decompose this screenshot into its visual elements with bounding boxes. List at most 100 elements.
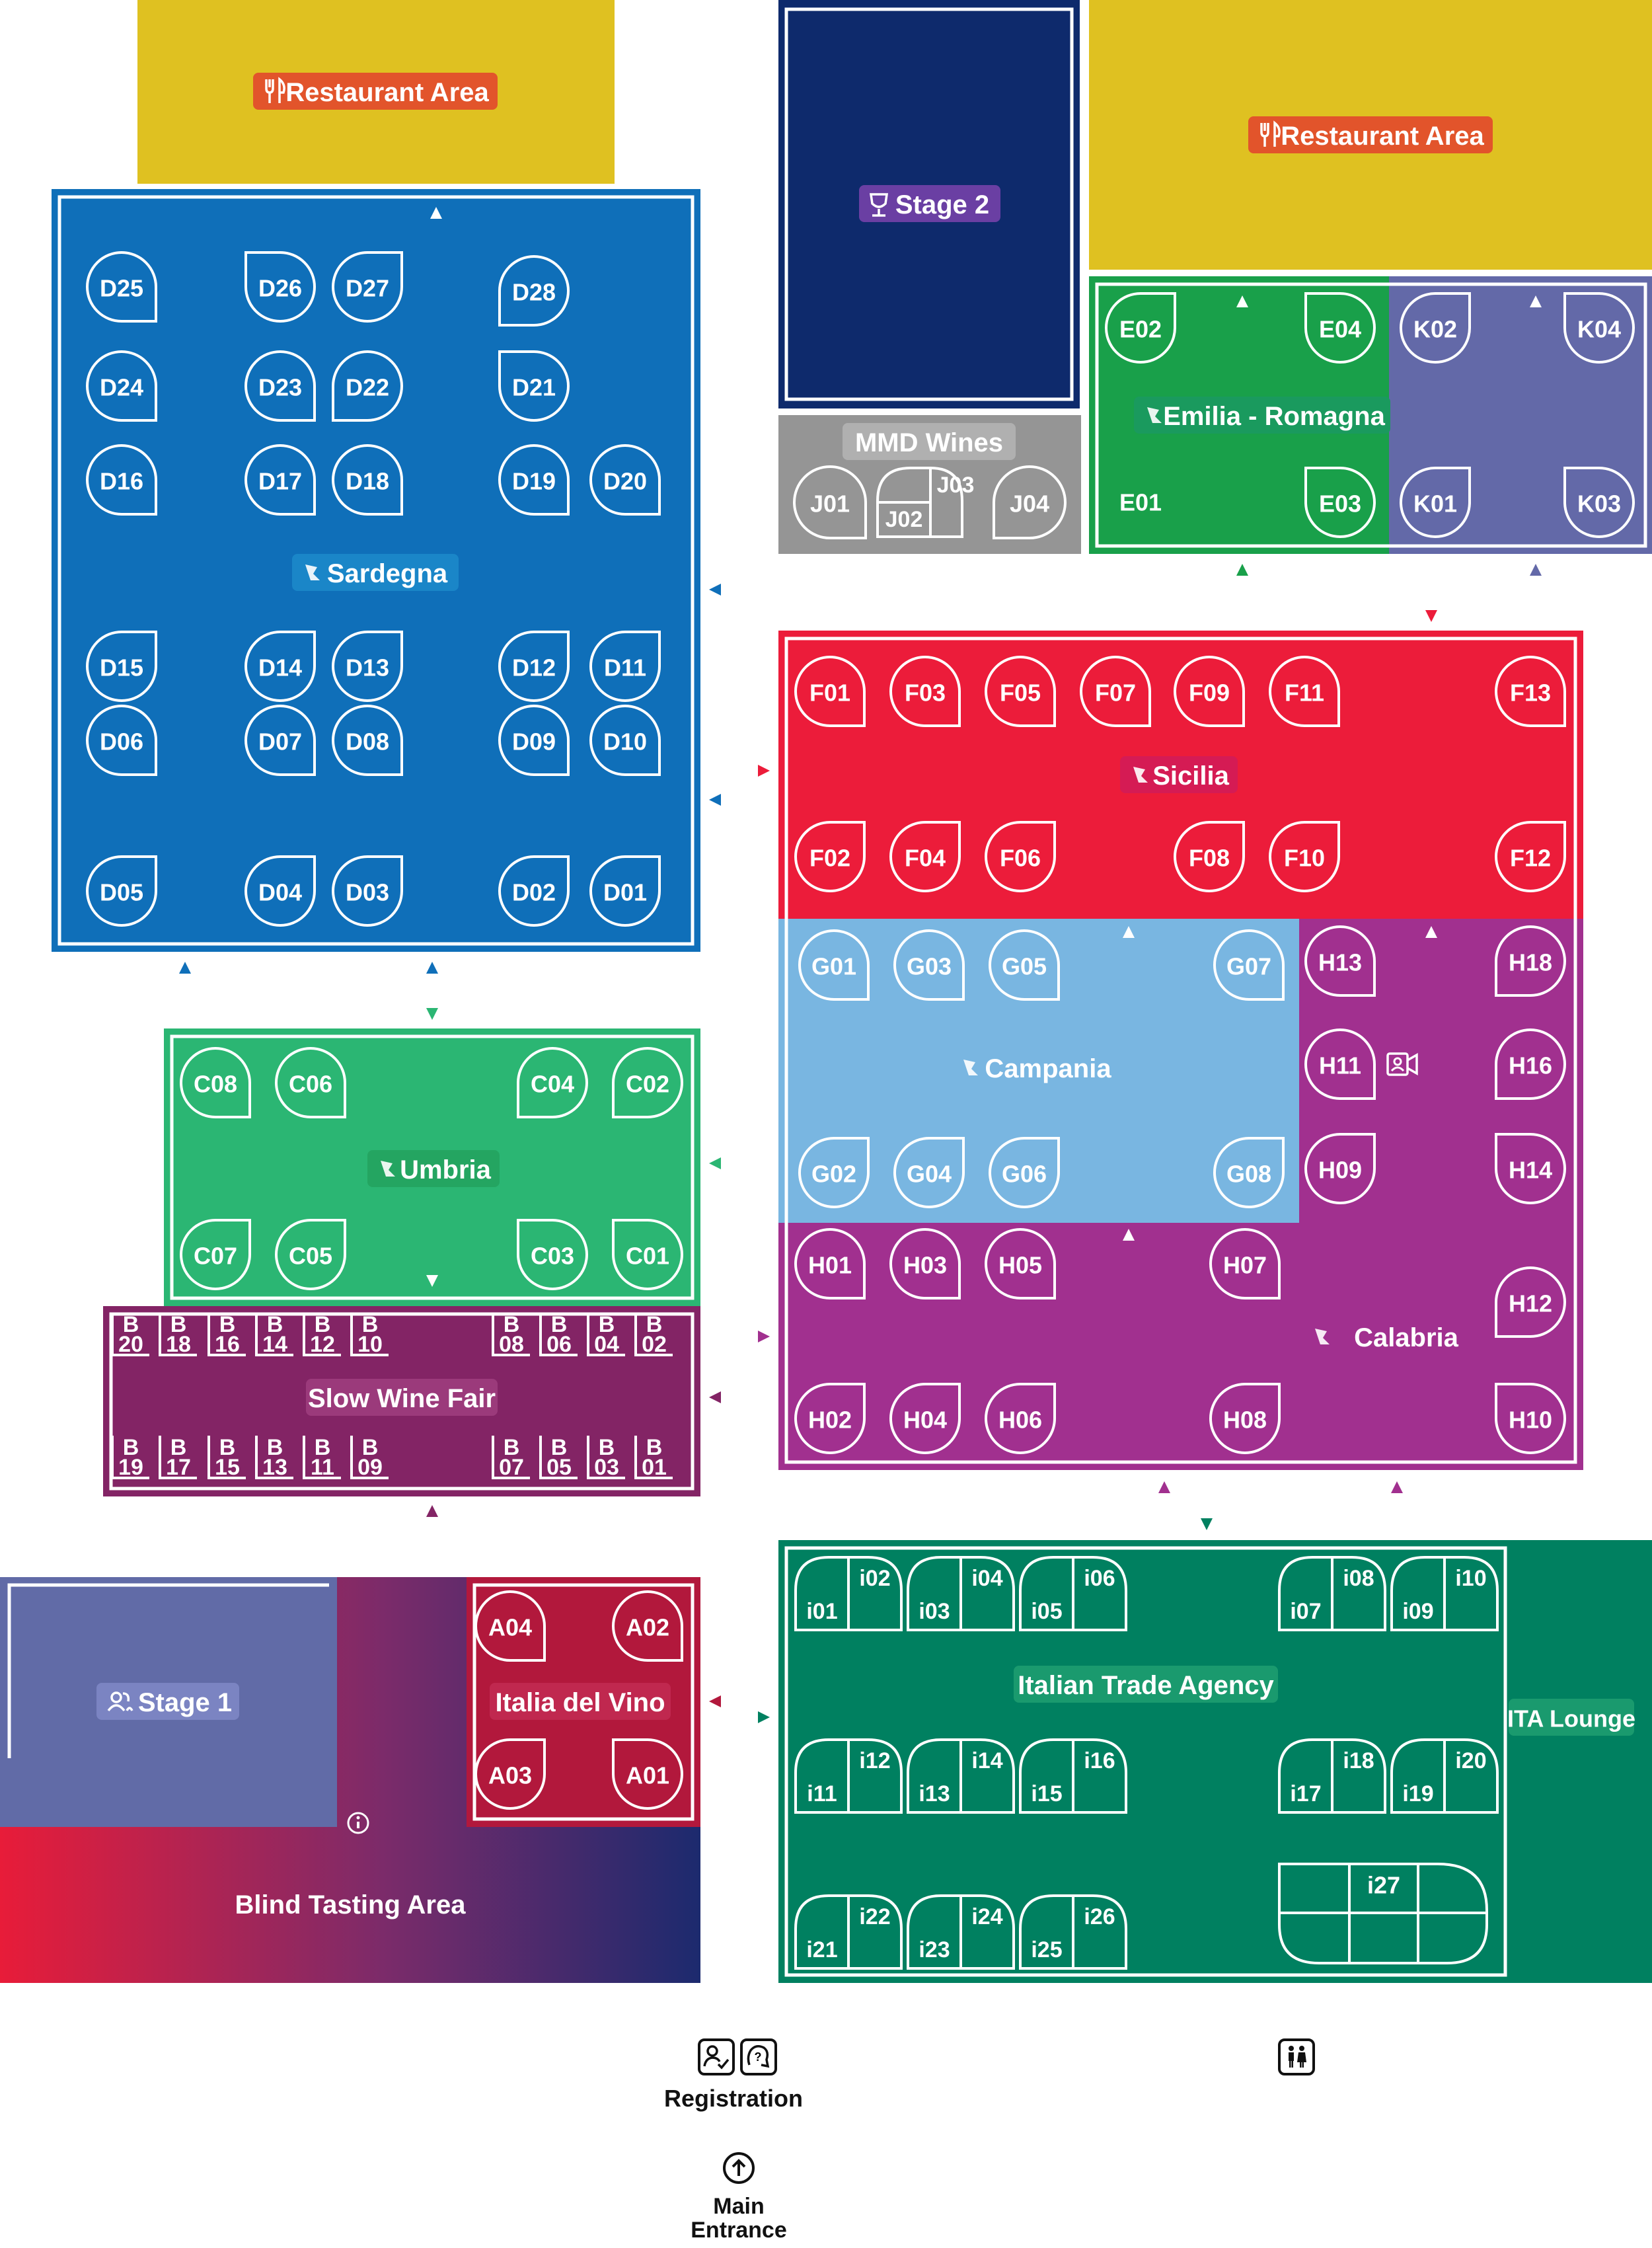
booth-g06[interactable]: G06 bbox=[988, 1137, 1060, 1209]
booth-f09[interactable]: F09 bbox=[1173, 655, 1245, 727]
booth-b04[interactable]: B04 bbox=[587, 1312, 625, 1357]
booth-f02[interactable]: F02 bbox=[794, 821, 866, 893]
booth-h10[interactable]: H10 bbox=[1495, 1383, 1567, 1455]
booth-d15[interactable]: D15 bbox=[85, 631, 157, 703]
booth-i01-i02[interactable]: i01 i02 bbox=[794, 1556, 903, 1631]
booth-e04[interactable]: E04 bbox=[1304, 292, 1376, 364]
booth-d07[interactable]: D07 bbox=[244, 704, 316, 776]
booth-h04[interactable]: H04 bbox=[889, 1383, 961, 1455]
booth-g04[interactable]: G04 bbox=[893, 1137, 965, 1209]
booth-f01[interactable]: F01 bbox=[794, 655, 866, 727]
booth-d26[interactable]: D26 bbox=[244, 251, 317, 323]
booth-d09[interactable]: D09 bbox=[498, 704, 570, 776]
booth-j02-j03[interactable]: J02 J03 bbox=[876, 467, 975, 538]
booth-c07[interactable]: C07 bbox=[179, 1219, 251, 1291]
booth-i11-i12[interactable]: i11 i12 bbox=[794, 1738, 903, 1814]
booth-b14[interactable]: B14 bbox=[255, 1312, 293, 1357]
booth-a01[interactable]: A01 bbox=[612, 1738, 684, 1810]
booth-c03[interactable]: C03 bbox=[517, 1219, 589, 1291]
booth-d10[interactable]: D10 bbox=[589, 704, 661, 776]
booth-d27[interactable]: D27 bbox=[331, 251, 403, 323]
info-icon[interactable] bbox=[347, 1812, 369, 1834]
booth-i21-i22[interactable]: i21 i22 bbox=[794, 1894, 903, 1970]
booth-b16[interactable]: B16 bbox=[207, 1312, 246, 1357]
booth-d20[interactable]: D20 bbox=[589, 444, 661, 516]
booth-d01[interactable]: D01 bbox=[589, 855, 661, 927]
booth-h11[interactable]: H11 bbox=[1304, 1028, 1376, 1100]
booth-f05[interactable]: F05 bbox=[984, 655, 1056, 727]
booth-d16[interactable]: D16 bbox=[85, 444, 157, 516]
booth-h01[interactable]: H01 bbox=[794, 1227, 866, 1299]
booth-b12[interactable]: B12 bbox=[303, 1312, 341, 1357]
booth-d05[interactable]: D05 bbox=[85, 855, 157, 927]
booth-d08[interactable]: D08 bbox=[331, 704, 403, 776]
booth-g07[interactable]: G07 bbox=[1213, 929, 1285, 1001]
booth-h14[interactable]: H14 bbox=[1495, 1133, 1567, 1205]
emilia-romagna-label[interactable]: Emilia - Romagna bbox=[1134, 397, 1390, 434]
booth-d03[interactable]: D03 bbox=[331, 855, 403, 927]
booth-c05[interactable]: C05 bbox=[274, 1219, 346, 1291]
booth-b01[interactable]: B01 bbox=[634, 1435, 673, 1480]
registration-icon[interactable] bbox=[698, 2038, 735, 2075]
booth-f06[interactable]: F06 bbox=[984, 821, 1056, 893]
booth-d02[interactable]: D02 bbox=[498, 855, 570, 927]
booth-b08[interactable]: B08 bbox=[492, 1312, 530, 1357]
restroom-icon[interactable] bbox=[1278, 2038, 1315, 2075]
booth-h03[interactable]: H03 bbox=[889, 1227, 961, 1299]
booth-d04[interactable]: D04 bbox=[244, 855, 316, 927]
booth-g02[interactable]: G02 bbox=[798, 1137, 870, 1209]
help-icon[interactable]: ? bbox=[740, 2038, 777, 2075]
main-entrance-icon[interactable] bbox=[723, 2152, 755, 2184]
booth-b09[interactable]: B09 bbox=[350, 1435, 389, 1480]
booth-b13[interactable]: B13 bbox=[255, 1435, 293, 1480]
booth-h12[interactable]: H12 bbox=[1495, 1266, 1567, 1338]
booth-d18[interactable]: D18 bbox=[331, 444, 403, 516]
booth-a03[interactable]: A03 bbox=[474, 1738, 546, 1810]
booth-c08[interactable]: C08 bbox=[179, 1046, 251, 1118]
booth-c02[interactable]: C02 bbox=[612, 1046, 684, 1118]
booth-b19[interactable]: B19 bbox=[111, 1435, 149, 1480]
booth-h07[interactable]: H07 bbox=[1209, 1227, 1281, 1299]
booth-b05[interactable]: B05 bbox=[539, 1435, 578, 1480]
stage-2-label[interactable]: Stage 2 bbox=[859, 185, 1000, 222]
booth-h09[interactable]: H09 bbox=[1304, 1133, 1376, 1205]
booth-a02[interactable]: A02 bbox=[611, 1590, 683, 1662]
booth-h06[interactable]: H06 bbox=[984, 1383, 1056, 1455]
booth-d28[interactable]: D28 bbox=[498, 254, 570, 327]
booth-d22[interactable]: D22 bbox=[332, 350, 404, 422]
booth-i15-i16[interactable]: i15 i16 bbox=[1019, 1738, 1127, 1814]
booth-b06[interactable]: B06 bbox=[539, 1312, 578, 1357]
booth-h05[interactable]: H05 bbox=[984, 1227, 1056, 1299]
booth-b17[interactable]: B17 bbox=[159, 1435, 197, 1480]
booth-g08[interactable]: G08 bbox=[1213, 1137, 1285, 1209]
sardegna-label[interactable]: Sardegna bbox=[292, 554, 459, 591]
booth-d14[interactable]: D14 bbox=[244, 631, 316, 703]
booth-k02[interactable]: K02 bbox=[1399, 292, 1471, 364]
booth-j01[interactable]: J01 bbox=[792, 465, 867, 539]
mmd-wines-label[interactable]: MMD Wines bbox=[843, 423, 1016, 460]
booth-b03[interactable]: B03 bbox=[587, 1435, 625, 1480]
booth-f07[interactable]: F07 bbox=[1079, 655, 1151, 727]
booth-c01[interactable]: C01 bbox=[612, 1219, 684, 1291]
booth-f12[interactable]: F12 bbox=[1494, 821, 1566, 893]
booth-e02[interactable]: E02 bbox=[1104, 292, 1176, 364]
booth-h02[interactable]: H02 bbox=[794, 1383, 866, 1455]
booth-b07[interactable]: B07 bbox=[492, 1435, 530, 1480]
booth-g03[interactable]: G03 bbox=[893, 929, 965, 1001]
booth-j02[interactable]: J02 bbox=[885, 507, 923, 532]
slow-wine-fair-label[interactable]: Slow Wine Fair bbox=[306, 1379, 498, 1416]
restaurant-area-right-label[interactable]: Restaurant Area bbox=[1248, 116, 1493, 153]
booth-i19-i20[interactable]: i19 i20 bbox=[1390, 1738, 1499, 1814]
booth-i09-i10[interactable]: i09 i10 bbox=[1390, 1556, 1499, 1631]
booth-d11[interactable]: D11 bbox=[589, 631, 661, 703]
booth-g01[interactable]: G01 bbox=[798, 929, 870, 1001]
booth-d21[interactable]: D21 bbox=[498, 350, 570, 422]
booth-i27[interactable]: i27 bbox=[1278, 1863, 1488, 1964]
booth-i23-i24[interactable]: i23 i24 bbox=[907, 1894, 1015, 1970]
booth-j03[interactable]: J03 bbox=[937, 473, 975, 498]
booth-b02[interactable]: B02 bbox=[634, 1312, 673, 1357]
booth-f13[interactable]: F13 bbox=[1494, 655, 1566, 727]
booth-d23[interactable]: D23 bbox=[244, 350, 316, 422]
booth-f03[interactable]: F03 bbox=[889, 655, 961, 727]
booth-i17-i18[interactable]: i17 i18 bbox=[1278, 1738, 1386, 1814]
